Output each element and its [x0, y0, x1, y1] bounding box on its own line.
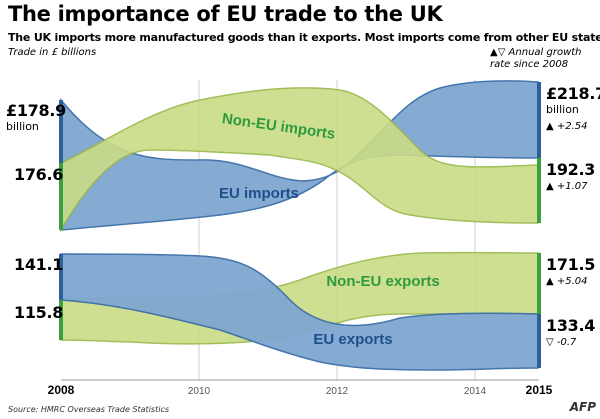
growth-rate-note: ▲▽ Annual growth rate since 2008 — [490, 47, 582, 70]
label-eu-exports-2015: 133.4 — [546, 316, 596, 335]
x-tick-2014: 2014 — [464, 386, 487, 397]
growth-non-eu-exports: ▲ +5.04 — [546, 276, 588, 287]
imports-panel — [59, 80, 541, 233]
x-tick-2015: 2015 — [526, 383, 553, 397]
eu-imports-band — [60, 80, 539, 231]
series-label-eu-imports: EU imports — [219, 185, 299, 202]
source-note: Source: HMRC Overseas Trade Statistics — [8, 405, 170, 414]
label-eu-imports-2015: £218.7 — [546, 84, 600, 103]
series-label-eu-exports: EU exports — [313, 331, 392, 348]
label-non-eu-imports-2008: 176.6 — [14, 165, 64, 184]
exports-left-edge-noneu — [59, 300, 63, 340]
non-eu-imports-band — [60, 87, 539, 233]
imports-right-edge-noneu — [537, 158, 541, 223]
label-eu-imports-2015-unit: billion — [546, 103, 579, 116]
label-eu-imports-2008: £178.9 — [6, 101, 66, 120]
imports-right-edge-eu — [537, 82, 541, 158]
label-non-eu-exports-2008: 115.8 — [14, 303, 64, 322]
exports-right-edge-noneu — [537, 253, 541, 314]
chart-title: The importance of EU trade to the UK — [8, 2, 443, 26]
imports-left-edge-noneu — [59, 163, 63, 230]
exports-panel — [59, 251, 541, 371]
label-non-eu-imports-2015: 192.3 — [546, 160, 596, 179]
label-non-eu-exports-2015: 171.5 — [546, 255, 596, 274]
label-eu-imports-2008-unit: billion — [6, 120, 39, 133]
x-tick-2012: 2012 — [326, 386, 349, 397]
imports-left-edge-eu — [59, 100, 63, 163]
exports-left-edge-eu — [59, 254, 63, 300]
growth-eu-imports: ▲ +2.54 — [546, 121, 588, 132]
label-eu-exports-2008: 141.1 — [14, 255, 64, 274]
x-tick-2008: 2008 — [48, 383, 75, 397]
exports-right-edge-eu — [537, 314, 541, 368]
chart-subtitle: The UK imports more manufactured goods t… — [8, 31, 600, 44]
afp-logo: AFP — [569, 400, 596, 414]
growth-eu-exports: ▽ -0.7 — [546, 337, 577, 348]
growth-non-eu-imports: ▲ +1.07 — [546, 181, 588, 192]
unit-label: Trade in £ billions — [8, 47, 97, 58]
series-label-non-eu-exports: Non-EU exports — [326, 273, 439, 290]
x-tick-2010: 2010 — [188, 386, 211, 397]
